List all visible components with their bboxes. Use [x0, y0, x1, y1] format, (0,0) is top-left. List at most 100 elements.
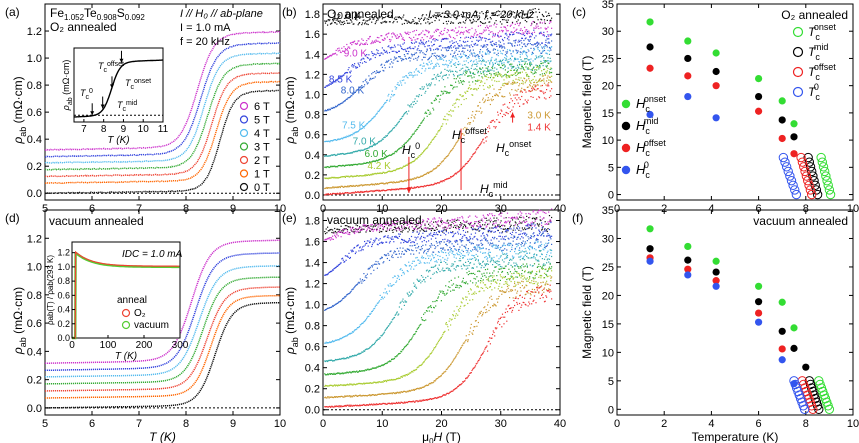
data-point-k1_4: [465, 162, 467, 165]
data-point-k9_0: [404, 31, 406, 33]
data-point-k7_5: [332, 340, 334, 342]
data-point-k9_0: [387, 33, 389, 35]
data-point-k7_5: [463, 255, 465, 257]
data-point-k1_4: [514, 97, 516, 99]
data-point-k4_2: [425, 147, 428, 149]
data-point-k8_5: [487, 38, 489, 41]
data-point-k10_0: [412, 230, 414, 232]
data-point-k3_0: [373, 184, 375, 186]
data-point-k8_0: [415, 57, 417, 59]
data-point-k4_2: [378, 172, 381, 174]
data-point-k7_5: [494, 59, 496, 61]
data-point-k7_5: [411, 74, 413, 76]
data-point-k9_0: [509, 25, 511, 27]
data-point-k7_0: [418, 96, 420, 98]
data-point-k8_0: [364, 276, 366, 278]
data-point-k8_5: [377, 244, 379, 246]
data-point-k3_0: [326, 186, 328, 189]
data-point-k10_0: [391, 15, 393, 17]
data-point-k10_0: [504, 15, 506, 17]
data-point-k10_0: [434, 20, 436, 22]
data-point-k7_5: [408, 72, 410, 74]
data-point-k4_2: [472, 94, 474, 96]
data-point-k9_0: [452, 29, 454, 31]
data-point-k4_2: [360, 175, 362, 177]
data-point-k1_4: [482, 139, 484, 141]
data-point-k8_5: [364, 55, 366, 57]
data-point-k7_0: [514, 58, 516, 61]
data-point-k7_0: [538, 66, 541, 68]
data-point-k7_5: [355, 328, 357, 331]
data-point-k7_5: [429, 67, 431, 69]
data-point-k8_0: [386, 60, 388, 62]
data-point-k8_0: [550, 49, 552, 51]
data-point-k1_4: [396, 188, 398, 190]
data-point-k8_5: [346, 255, 349, 257]
data-point-k9_0: [518, 25, 520, 27]
data-point-k9_0: [495, 222, 497, 224]
data-point-k4_2: [344, 176, 346, 178]
data-point-k1_4: [499, 121, 501, 123]
data-point-k8_0: [447, 249, 450, 251]
data-point-k8_0: [359, 278, 361, 280]
data-point-k7_5: [339, 138, 341, 140]
data-point-k6_0: [332, 165, 334, 167]
data-point-k8_5: [410, 41, 413, 44]
data-point-k8_5: [435, 48, 437, 50]
data-point-k8_0: [466, 45, 468, 47]
data-point-k8_5: [404, 48, 406, 50]
y-tick-label: 0.8: [27, 80, 42, 92]
data-point-k8_5: [363, 245, 365, 247]
data-point-k10_0: [437, 13, 439, 15]
data-point-k7_0: [332, 154, 334, 156]
data-point-k8_0: [363, 273, 365, 275]
data-point-k1_4: [509, 111, 511, 113]
data-point-k8_0: [367, 82, 369, 84]
data-point-k9_0: [509, 223, 511, 225]
data-point-k6_0: [454, 86, 456, 88]
data-point-k3_0: [492, 96, 494, 98]
data-point-k4_2: [504, 82, 506, 84]
data-point-k1_4: [344, 192, 346, 194]
data-point-k9_0: [344, 232, 346, 234]
data-point-k8_5: [455, 239, 457, 241]
data-point-k10_0: [471, 22, 473, 24]
data-point-k7_5: [352, 132, 354, 134]
y-tick-label: 0.0: [27, 188, 42, 200]
data-point-k4_2: [447, 119, 449, 121]
data-point-k7_0: [408, 105, 410, 107]
data-point-k8_5: [497, 35, 499, 37]
data-point-k8_0: [496, 247, 498, 249]
data-point-k6_0: [531, 71, 533, 74]
data-point-k8_0: [506, 249, 508, 251]
data-point-k9_0: [506, 221, 508, 223]
data-point-k8_0: [533, 47, 535, 49]
data-point-k9_0: [357, 40, 359, 42]
data-point-k7_0: [330, 154, 332, 156]
data-point-k8_0: [365, 78, 367, 80]
data-point-k10_0: [359, 22, 361, 24]
data-point-k9_0: [375, 223, 377, 225]
data-point-k10_0: [414, 17, 416, 19]
data-point-k6_0: [477, 80, 479, 82]
data-point-k3_0: [429, 171, 431, 173]
data-point-k9_0: [479, 224, 482, 226]
data-point-k8_0: [438, 241, 440, 243]
data-point-k1_4: [524, 89, 526, 91]
data-point-k3_0: [346, 186, 348, 188]
data-point-k7_0: [518, 67, 520, 69]
data-point-k9_0: [364, 43, 366, 45]
data-point-k8_5: [332, 82, 334, 84]
data-point-k7_5: [420, 262, 422, 264]
data-point-k9_0: [470, 35, 472, 37]
data-point-k8_0: [516, 237, 519, 239]
data-point-k8_5: [461, 237, 463, 239]
data-point-k7_5: [383, 292, 385, 294]
data-point-k7_0: [415, 95, 418, 97]
data-point-k6_0: [415, 130, 417, 132]
data-point-k6_0: [423, 117, 425, 119]
data-point-k10_0: [367, 224, 369, 227]
data-point-k7_5: [469, 258, 471, 260]
data-point-k10_0: [516, 21, 518, 23]
data-point-k7_5: [425, 63, 428, 65]
